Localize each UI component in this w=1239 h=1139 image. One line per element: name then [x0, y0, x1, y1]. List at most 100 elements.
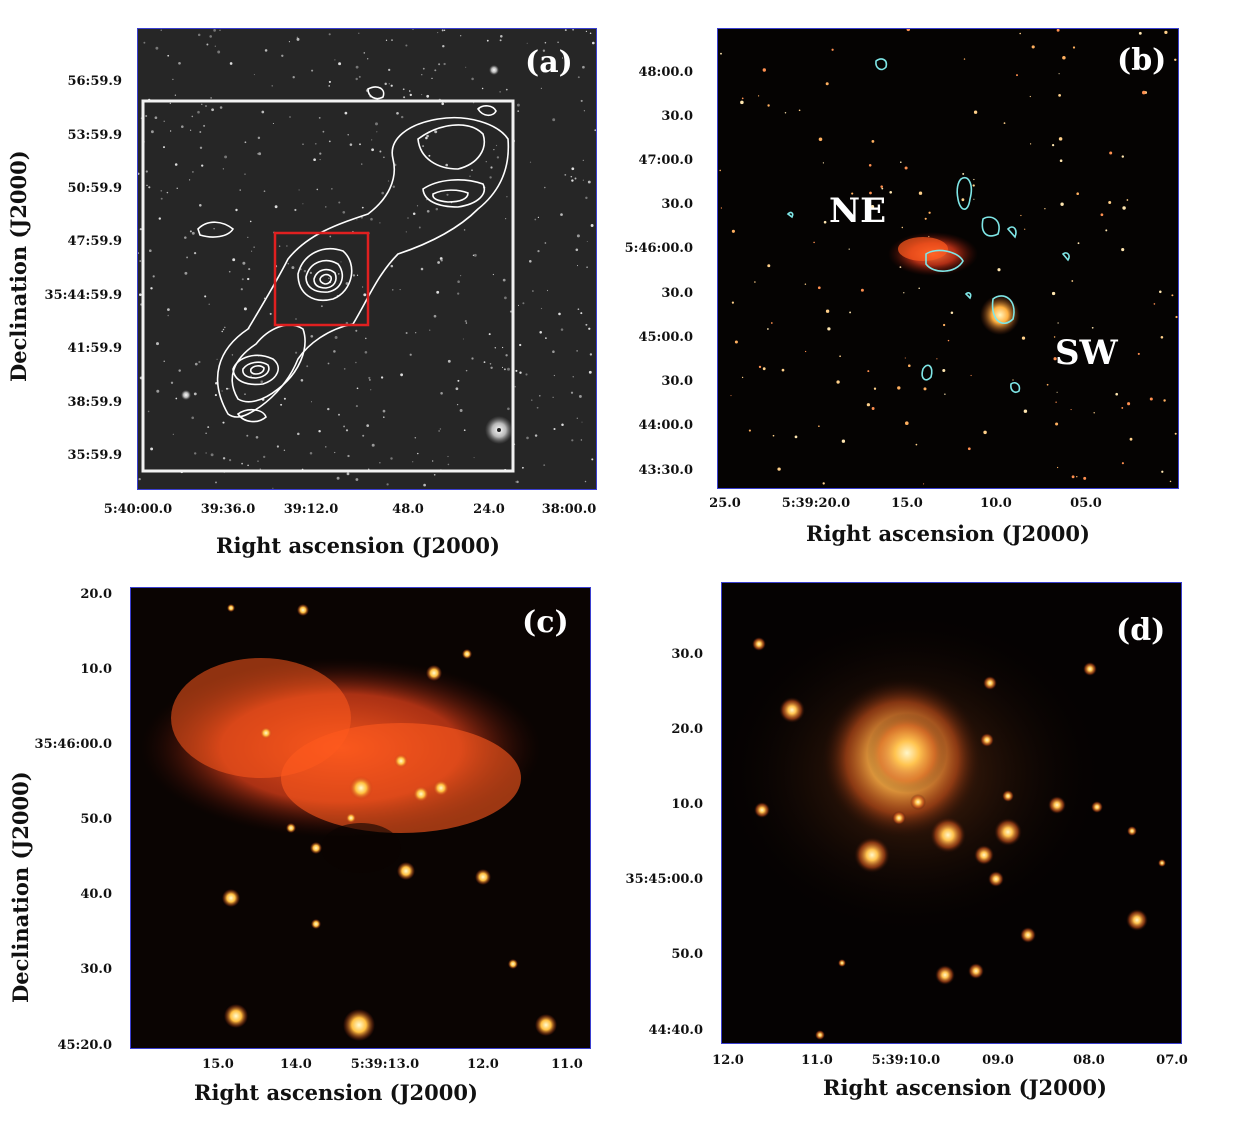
star: [437, 32, 439, 34]
star: [210, 97, 212, 99]
star: [1023, 409, 1028, 413]
star: [240, 288, 243, 291]
star: [719, 169, 721, 172]
star: [552, 118, 556, 122]
star: [199, 146, 203, 149]
star: [578, 394, 582, 398]
star: [1020, 927, 1036, 943]
star: [1019, 32, 1022, 35]
xtick: 15.0: [202, 1057, 234, 1072]
star: [355, 329, 358, 332]
star: [869, 191, 872, 195]
star: [490, 166, 493, 169]
star: [762, 367, 766, 371]
ytick: 48:00.0: [638, 65, 693, 80]
star: [249, 220, 252, 223]
ytick: 44:40.0: [648, 1023, 703, 1038]
star: [272, 122, 274, 125]
star: [1020, 214, 1022, 217]
star: [499, 91, 501, 93]
star: [222, 328, 225, 331]
star: [338, 62, 342, 66]
star: [365, 337, 367, 340]
star: [380, 376, 384, 379]
star: [349, 776, 373, 800]
star: [399, 289, 401, 291]
star: [271, 85, 273, 87]
star: [590, 224, 594, 227]
star: [543, 464, 546, 466]
star: [172, 433, 174, 435]
star: [156, 389, 160, 393]
star: [1051, 143, 1055, 147]
star: [904, 166, 908, 170]
star: [403, 96, 406, 99]
star: [385, 39, 388, 41]
star: [211, 108, 214, 112]
ytick: 20.0: [80, 587, 112, 602]
star: [382, 409, 386, 413]
star: [148, 186, 151, 189]
star: [405, 231, 407, 233]
star: [580, 99, 583, 102]
star: [344, 111, 348, 115]
star: [167, 314, 169, 317]
star: [525, 373, 528, 376]
star: [206, 43, 209, 46]
star: [1121, 462, 1124, 465]
star: [967, 447, 971, 451]
star: [968, 963, 984, 979]
panel-d-stars: [752, 637, 1166, 1040]
star: [531, 399, 533, 401]
star: [224, 155, 228, 159]
star: [214, 394, 217, 397]
star: [417, 452, 419, 455]
star: [503, 368, 506, 371]
star: [178, 61, 181, 65]
star: [264, 49, 268, 52]
star: [139, 293, 142, 296]
star: [232, 258, 236, 262]
star: [247, 277, 250, 281]
star: [1127, 402, 1131, 406]
star: [586, 266, 588, 269]
star: [575, 248, 579, 252]
star: [813, 241, 815, 244]
xtick: 25.0: [709, 496, 741, 511]
star: [440, 259, 443, 262]
star: [445, 163, 449, 167]
star: [582, 159, 584, 162]
star: [730, 395, 732, 397]
star: [423, 483, 426, 487]
star: [191, 416, 195, 420]
star: [901, 226, 903, 229]
xtick: 10.0: [980, 496, 1012, 511]
star: [544, 242, 547, 244]
star: [585, 323, 588, 326]
star: [777, 467, 781, 471]
ytick: 45:00.0: [638, 330, 693, 345]
star: [439, 428, 442, 430]
star: [228, 388, 230, 390]
star: [259, 468, 261, 470]
star: [244, 393, 246, 395]
star: [328, 277, 330, 279]
star: [591, 41, 595, 45]
star: [580, 312, 583, 315]
star: [291, 266, 295, 270]
star: [363, 52, 366, 54]
star: [471, 169, 473, 172]
ytick: 40.0: [80, 887, 112, 902]
star: [464, 320, 467, 323]
star: [906, 29, 911, 32]
star: [191, 115, 194, 118]
star: [292, 76, 295, 79]
star: [822, 162, 824, 164]
star: [572, 29, 574, 31]
star: [1171, 294, 1174, 297]
star: [762, 68, 766, 72]
star: [935, 965, 955, 985]
star: [534, 434, 538, 437]
star: [1031, 45, 1035, 49]
ytick: 47:00.0: [638, 153, 693, 168]
